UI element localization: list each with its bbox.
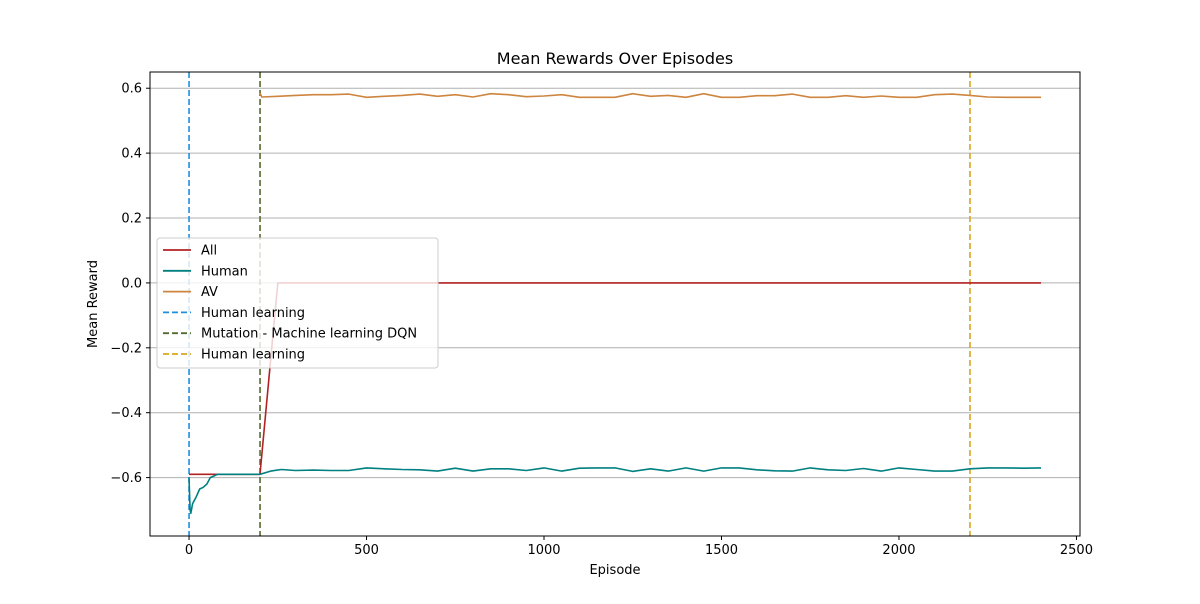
legend-label: Human [201,264,248,279]
x-axis-label: Episode [589,563,640,578]
plot-frame [149,71,1081,537]
series-line-av [259,92,1041,99]
series-layer [188,92,1042,515]
x-tick-label: 1500 [705,543,738,558]
legend: All Human AV Human learning Mutation - Machi… [156,237,439,369]
legend-label: Human learning [201,348,305,363]
legend-label: All [201,244,217,259]
legend-label: Human learning [201,306,305,321]
axis-layer: −0.6 −0.4 −0.2 0.0 0.2 0.4 0.6 0 500 1000 1500 2000… [110,82,1093,558]
x-tick-label: 500 [354,543,379,558]
y-axis-label: Mean Reward [86,260,101,348]
vertical-marker-layer [188,72,971,536]
y-tick-label: −0.6 [110,471,142,486]
y-tick-label: −0.4 [110,406,142,421]
y-tick-label: 0.4 [121,147,142,162]
x-tick-label: 0 [185,543,193,558]
legend-label: AV [201,285,218,300]
chart-title: Mean Rewards Over Episodes [497,49,733,68]
y-tick-label: 0.2 [121,212,142,227]
series-line-human [188,467,1042,515]
y-tick-label: 0.6 [121,82,142,97]
y-tick-label: 0.0 [121,276,142,291]
x-tick-label: 2000 [882,543,915,558]
x-tick-label: 1000 [527,543,560,558]
legend-label: Mutation - Machine learning DQN [201,327,417,342]
legend-box [156,237,439,369]
y-tick-label: −0.2 [110,341,142,356]
x-tick-label: 2500 [1060,543,1093,558]
